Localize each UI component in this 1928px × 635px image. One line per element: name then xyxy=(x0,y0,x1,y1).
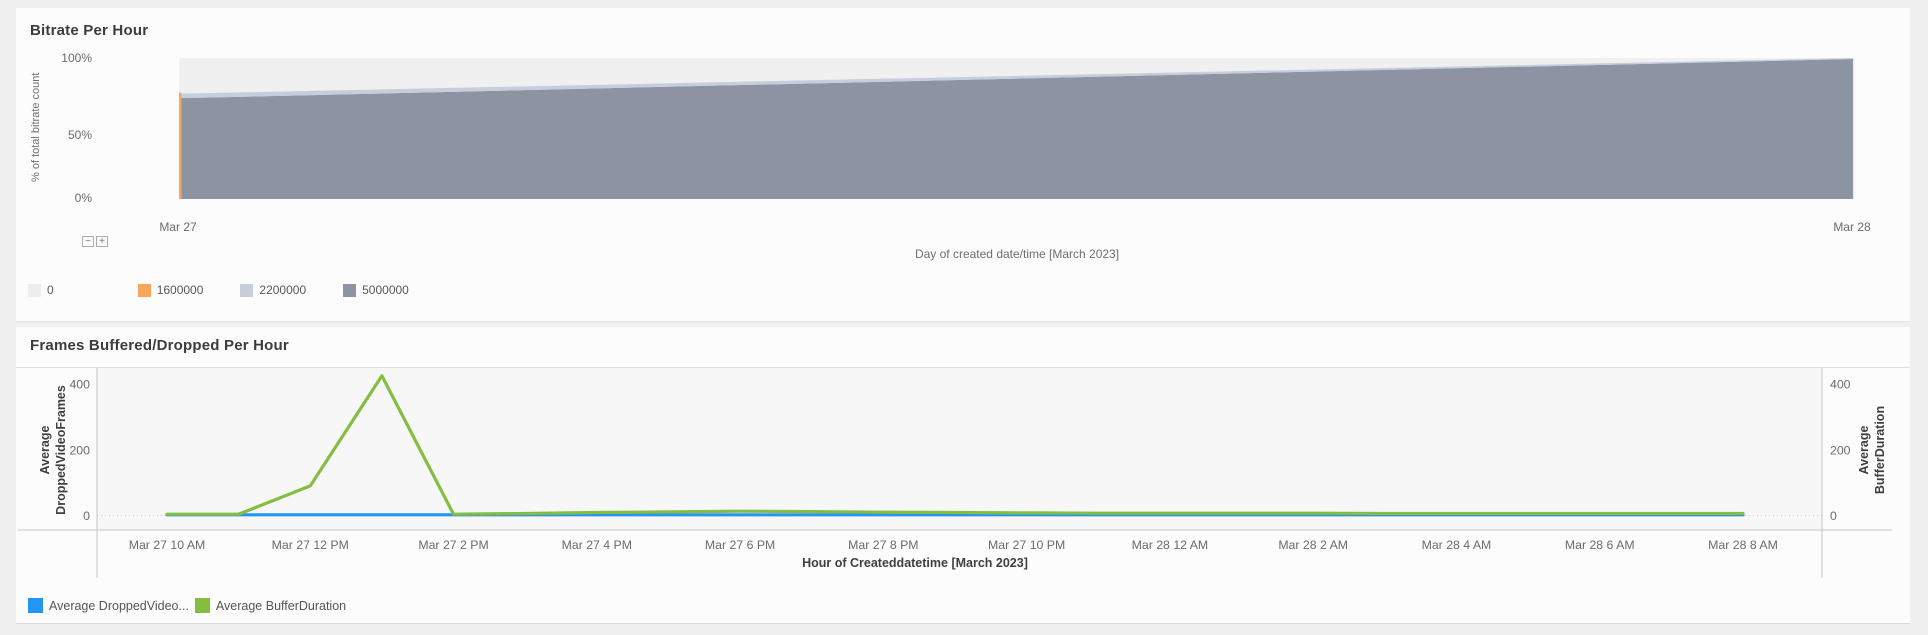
frames-title-divider xyxy=(16,367,1910,368)
bitrate-legend-item-2[interactable]: 2200000 xyxy=(240,283,306,297)
frames-xtick: Mar 27 4 PM xyxy=(562,538,632,552)
frames-right-ytick: 0 xyxy=(1830,509,1837,523)
frames-xtick: Mar 27 10 PM xyxy=(988,538,1065,552)
bitrate-xtick-mar27: Mar 27 xyxy=(159,220,197,234)
frames-right-axis-title-line2: BufferDuration xyxy=(1873,406,1887,494)
frames-line-chart: 0 0 200 200 400 400 Mar 27 10 AM Mar 27 12 PM Ma… xyxy=(18,368,1892,578)
bitrate-legend: 0 1600000 2200000 5000000 xyxy=(28,283,446,297)
bitrate-ytick-100: 100% xyxy=(61,51,92,65)
frames-legend: Average DroppedVideo... Average BufferDur… xyxy=(28,598,352,613)
frames-legend-swatch-icon xyxy=(194,598,210,613)
bitrate-legend-label: 5000000 xyxy=(362,283,409,297)
frames-legend-item-1[interactable]: Average BufferDuration xyxy=(194,598,347,613)
frames-xtick: Mar 28 2 AM xyxy=(1278,538,1348,552)
bitrate-legend-swatch-icon xyxy=(28,283,41,297)
frames-right-axis-title-line1: Average xyxy=(1857,426,1871,475)
frames-panel-title: Frames Buffered/Dropped Per Hour xyxy=(30,337,289,354)
bitrate-ytick-50: 50% xyxy=(67,128,92,142)
bitrate-legend-label: 1600000 xyxy=(156,283,204,297)
area-series-5000000 xyxy=(181,58,1853,199)
bitrate-legend-item-1[interactable]: 1600000 xyxy=(137,283,204,297)
frames-xtick: Mar 27 6 PM xyxy=(705,538,775,552)
frames-xtick: Mar 28 12 AM xyxy=(1132,538,1209,552)
frames-xtick: Mar 27 2 PM xyxy=(418,538,488,552)
frames-plot-background xyxy=(97,368,1822,530)
frames-left-ytick: 200 xyxy=(69,443,90,457)
area-series-1600000 xyxy=(179,92,182,199)
frames-left-ytick: 400 xyxy=(69,378,90,392)
frames-xtick: Mar 28 4 AM xyxy=(1422,538,1492,552)
bitrate-legend-item-3[interactable]: 5000000 xyxy=(343,283,409,297)
bitrate-ytick-0: 0% xyxy=(74,191,92,205)
bitrate-legend-swatch-icon xyxy=(137,283,151,297)
frames-right-ytick: 400 xyxy=(1830,378,1851,392)
frames-legend-swatch-icon xyxy=(28,598,43,613)
frames-x-axis-title: Hour of Createddatetime [March 2023] xyxy=(802,556,1028,570)
frames-xtick: Mar 28 6 AM xyxy=(1565,538,1635,552)
bitrate-x-axis-title: Day of created date/time [March 2023] xyxy=(914,247,1120,261)
frames-legend-label: Average BufferDuration xyxy=(215,598,347,613)
bitrate-area-chart xyxy=(179,58,1855,199)
frames-right-ytick: 200 xyxy=(1830,443,1851,457)
frames-legend-label: Average DroppedVideo... xyxy=(49,598,189,613)
frames-legend-item-0[interactable]: Average DroppedVideo... xyxy=(28,598,189,613)
line-series-buffer-duration xyxy=(165,374,1745,516)
frames-left-ytick: 0 xyxy=(83,509,90,523)
frames-left-axis-title-line1: Average xyxy=(38,426,52,475)
axis-zoom-in-button[interactable]: + xyxy=(96,236,108,247)
bitrate-xtick-mar28: Mar 28 xyxy=(1833,220,1871,234)
bitrate-legend-swatch-icon xyxy=(343,283,357,297)
bitrate-panel-title: Bitrate Per Hour xyxy=(30,22,149,39)
bitrate-legend-swatch-icon xyxy=(240,283,254,297)
bitrate-legend-label: 2200000 xyxy=(259,283,307,297)
frames-xtick: Mar 27 10 AM xyxy=(129,538,206,552)
area-series-2200000 xyxy=(181,58,1853,99)
axis-zoom-out-button[interactable]: − xyxy=(82,236,94,247)
bitrate-legend-label: 0 xyxy=(47,283,54,297)
frames-xtick: Mar 27 12 PM xyxy=(272,538,349,552)
frames-xtick: Mar 28 8 AM xyxy=(1708,538,1778,552)
frames-left-axis-title-line2: DroppedVideoFrames xyxy=(54,385,68,515)
frames-xtick: Mar 27 8 PM xyxy=(848,538,918,552)
bitrate-legend-item-0[interactable]: 0 xyxy=(28,283,54,297)
